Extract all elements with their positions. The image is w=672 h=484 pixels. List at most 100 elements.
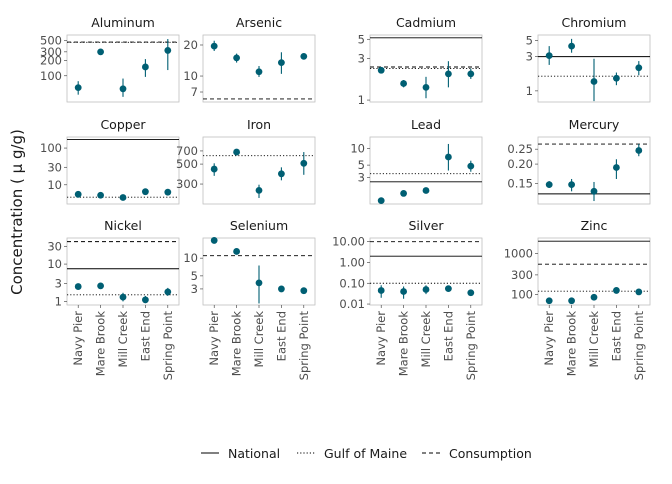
x-tick-label-nickel-east-end: East End bbox=[138, 311, 152, 361]
y-tick-label-arsenic: 20 bbox=[183, 38, 198, 52]
data-point-silver-east-end bbox=[445, 285, 452, 293]
data-point-zinc-spring-point bbox=[635, 288, 643, 296]
data-point-arsenic-navy-pier bbox=[210, 42, 218, 50]
y-tick-label-copper: 30 bbox=[47, 160, 62, 174]
y-tick-label-chromium: 1 bbox=[526, 84, 533, 98]
panel-title-selenium: Selenium bbox=[230, 218, 288, 233]
x-tick-label-nickel-mill-creek: Mill Creek bbox=[116, 311, 130, 368]
panel-title-arsenic: Arsenic bbox=[236, 15, 282, 30]
x-tick-label-selenium-navy-pier: Navy Pier bbox=[207, 311, 221, 366]
x-tick-label-silver-east-end: East End bbox=[441, 311, 455, 361]
data-point-lead-mill-creek bbox=[422, 187, 430, 194]
data-point-zinc-mill-creek bbox=[590, 293, 598, 301]
data-point-iron-mare-brook bbox=[233, 148, 241, 156]
y-tick-label-aluminum: 300 bbox=[40, 45, 62, 59]
y-tick-label-aluminum: 200 bbox=[40, 54, 62, 68]
data-point-copper-navy-pier bbox=[74, 190, 82, 198]
x-tick-label-zinc-mare-brook: Mare Brook bbox=[565, 311, 579, 377]
legend-item-consumption: Consumption bbox=[422, 446, 532, 461]
y-tick-label-copper: 100 bbox=[40, 141, 62, 155]
y-tick-label-silver: 10.00 bbox=[332, 235, 365, 249]
data-point-aluminum-navy-pier bbox=[74, 84, 82, 92]
data-point-zinc-mare-brook bbox=[568, 297, 575, 305]
data-point-copper-east-end bbox=[142, 188, 149, 196]
panel-border-chromium bbox=[537, 34, 651, 103]
data-point-mercury-mill-creek bbox=[590, 187, 598, 195]
legend-item-national: National bbox=[201, 446, 280, 461]
y-tick-label-mercury: 0.25 bbox=[507, 142, 533, 156]
legend-label-gulf-of-maine: Gulf of Maine bbox=[324, 446, 407, 461]
data-point-nickel-navy-pier bbox=[74, 283, 82, 290]
y-tick-label-cadmium: 3 bbox=[358, 52, 365, 66]
x-tick-label-zinc-mill-creek: Mill Creek bbox=[587, 311, 601, 368]
y-tick-label-nickel: 3 bbox=[55, 277, 62, 291]
panel-border-lead bbox=[369, 136, 483, 205]
data-point-nickel-spring-point bbox=[164, 288, 172, 296]
panel-title-iron: Iron bbox=[247, 117, 271, 132]
panel-title-copper: Copper bbox=[100, 117, 146, 132]
legend-label-consumption: Consumption bbox=[449, 446, 532, 461]
y-tick-label-nickel: 30 bbox=[47, 239, 62, 253]
y-tick-label-lead: 3 bbox=[358, 170, 365, 184]
y-tick-label-lead: 10 bbox=[350, 141, 365, 155]
panel-title-cadmium: Cadmium bbox=[396, 15, 456, 30]
data-point-aluminum-mare-brook bbox=[97, 48, 104, 56]
data-point-arsenic-east-end bbox=[278, 59, 285, 66]
y-tick-label-copper: 10 bbox=[47, 178, 62, 192]
panel-copper: Copper 10 30 100 bbox=[40, 117, 180, 205]
y-tick-label-arsenic: 10 bbox=[183, 69, 198, 83]
x-tick-label-nickel-spring-point: Spring Point bbox=[161, 311, 175, 381]
panel-border-copper bbox=[66, 136, 180, 205]
data-point-chromium-mill-creek bbox=[590, 78, 598, 85]
data-point-chromium-navy-pier bbox=[545, 52, 553, 59]
panel-border-arsenic bbox=[202, 34, 316, 103]
panel-zinc: Zinc 100 300 1000 Navy Pier Mare Brook Mill Cr… bbox=[504, 218, 651, 380]
x-tick-label-silver-spring-point: Spring Point bbox=[464, 311, 478, 381]
data-point-selenium-spring-point bbox=[300, 287, 308, 295]
y-tick-label-silver: 0.01 bbox=[339, 297, 365, 311]
data-point-iron-east-end bbox=[278, 170, 285, 178]
y-tick-label-arsenic: 7 bbox=[191, 85, 198, 99]
y-tick-label-iron: 300 bbox=[176, 177, 198, 191]
y-tick-label-iron: 700 bbox=[176, 144, 198, 158]
data-point-mercury-mare-brook bbox=[568, 181, 575, 189]
data-point-cadmium-east-end bbox=[445, 70, 452, 78]
data-point-copper-mare-brook bbox=[97, 191, 104, 199]
data-point-cadmium-spring-point bbox=[467, 70, 475, 78]
data-point-silver-mare-brook bbox=[400, 288, 407, 295]
data-point-selenium-navy-pier bbox=[210, 237, 218, 244]
y-tick-label-lead: 5 bbox=[358, 158, 365, 172]
data-point-lead-spring-point bbox=[467, 162, 475, 170]
y-tick-label-nickel: 1 bbox=[55, 294, 62, 308]
panel-selenium: Selenium 35 10 Navy Pier Mare Brook Mill Cree… bbox=[183, 218, 316, 380]
y-tick-label-zinc: 100 bbox=[511, 287, 533, 301]
data-point-zinc-east-end bbox=[613, 287, 620, 294]
y-tick-label-aluminum: 100 bbox=[40, 69, 62, 83]
legend-label-national: National bbox=[228, 446, 280, 461]
data-point-mercury-east-end bbox=[613, 164, 620, 171]
data-point-selenium-east-end bbox=[278, 285, 285, 293]
panel-title-lead: Lead bbox=[411, 117, 441, 132]
y-tick-label-nickel: 10 bbox=[47, 257, 62, 271]
y-tick-label-mercury: 0.15 bbox=[507, 176, 533, 190]
data-point-chromium-spring-point bbox=[635, 64, 643, 72]
y-tick-label-silver: 1.00 bbox=[339, 255, 365, 269]
data-point-chromium-mare-brook bbox=[568, 42, 575, 50]
data-point-lead-navy-pier bbox=[377, 197, 385, 205]
legend: National Gulf of Maine Consumption bbox=[201, 446, 532, 461]
y-axis-label: Concentration ( µ g/g) bbox=[8, 129, 26, 295]
data-point-nickel-mare-brook bbox=[97, 282, 104, 290]
data-point-copper-mill-creek bbox=[119, 194, 127, 201]
data-point-iron-navy-pier bbox=[210, 165, 218, 173]
panel-title-zinc: Zinc bbox=[581, 218, 608, 233]
data-point-silver-mill-creek bbox=[422, 286, 430, 293]
data-point-silver-spring-point bbox=[467, 289, 475, 297]
panel-border-silver bbox=[369, 237, 483, 306]
data-point-iron-mill-creek bbox=[255, 186, 263, 194]
panel-border-mercury bbox=[537, 136, 651, 205]
x-tick-label-silver-navy-pier: Navy Pier bbox=[374, 311, 388, 366]
